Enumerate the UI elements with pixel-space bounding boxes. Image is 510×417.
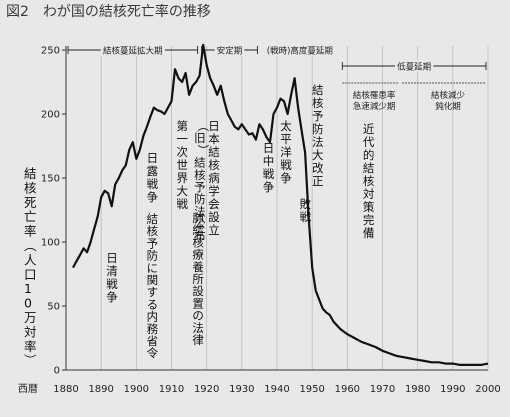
note-tb-law-reform: 結核予防法大改正 — [312, 83, 324, 188]
x-axis-label: 西暦 — [18, 383, 38, 395]
x-tick-label-1880: 1880 — [53, 384, 78, 395]
period-slow-decline-label-1: 鈍化期 — [435, 101, 461, 112]
note-world-war-one: 第一次世界大戦 — [177, 119, 189, 211]
y-tick-label-250: 250 — [41, 46, 60, 57]
grid-lines — [65, 46, 489, 370]
y-axis-label-text: 結核死亡率︵人口 1 0 万対率︶ — [24, 166, 37, 368]
x-tick-label-1900: 1900 — [124, 384, 149, 395]
x-tick-label-1920: 1920 — [194, 384, 219, 395]
x-tick-label-1940: 1940 — [264, 384, 289, 395]
y-tick-label-50: 50 — [47, 302, 60, 313]
x-tick-label-1950: 1950 — [299, 384, 324, 395]
tick-labels: 0 50 100 150 200 250 1880 1890 1900 1910 1920 1930 1… — [41, 46, 501, 396]
note-defeat: 敗戦 — [300, 197, 312, 224]
note-old-tb-law: ︵旧︶結核予防法公布 — [194, 119, 210, 243]
x-tick-label-1980: 1980 — [405, 384, 430, 395]
x-tick-label-1910: 1910 — [159, 384, 184, 395]
note-sino-japanese-war: 日清戦争 — [106, 251, 118, 304]
period-high-label-bg — [259, 44, 341, 56]
period-stable-label: 安定期 — [217, 46, 243, 57]
x-tick-label-1890: 1890 — [88, 384, 113, 395]
chart-title: 図2 わが国の結核死亡率の推移 — [6, 3, 211, 20]
y-tick-label-100: 100 — [41, 238, 60, 249]
note-russo-japanese-war: 日露戦争 — [147, 151, 159, 204]
note-pacific-war: 太平洋戦争 — [280, 119, 292, 185]
period-expansion-label: 結核蔓延拡大期 — [103, 46, 163, 57]
data-series — [72, 43, 489, 366]
x-tick-label-1930: 1930 — [229, 384, 254, 395]
period-high-label: (戦時)高度蔓延期 — [267, 46, 333, 57]
note-tb-society: 日本結核病学会設立 — [208, 119, 220, 237]
x-tick-label-2000: 2000 — [475, 384, 500, 395]
period-expansion-label-bg — [100, 44, 165, 56]
note-sino-japanese-war-2: 日中戦争 — [263, 141, 275, 194]
x-tick-label-1960: 1960 — [335, 384, 360, 395]
y-tick-label-0: 0 — [54, 366, 60, 377]
period-rapid-decline-label-0: 結核罹患率 — [353, 90, 396, 101]
y-tick-label-150: 150 — [41, 174, 60, 185]
note-ministry-ordinance: 結核予防に関する内務省令 — [147, 212, 159, 360]
period-stable-label-bg — [214, 44, 245, 56]
x-tick-label-1970: 1970 — [370, 384, 395, 395]
note-modern-measures: 近代的結核対策完備 — [363, 122, 375, 240]
x-tick-label-1990: 1990 — [440, 384, 465, 395]
period-rapid-decline-label-1: 急速減少期 — [353, 101, 396, 112]
period-slow-decline-label-0: 結核減少 — [431, 90, 466, 101]
axes — [62, 46, 488, 371]
mortality-line — [72, 43, 489, 366]
period-low-label-bg — [394, 60, 434, 72]
y-tick-label-200: 200 — [41, 110, 60, 121]
y-axis-label: 結核死亡率︵人口 1 0 万対率︶ — [24, 166, 37, 368]
period-low-label: 低蔓延期 — [397, 62, 431, 73]
note-sanatorium-law: 肺結核療養所設置の法律 — [192, 211, 204, 347]
